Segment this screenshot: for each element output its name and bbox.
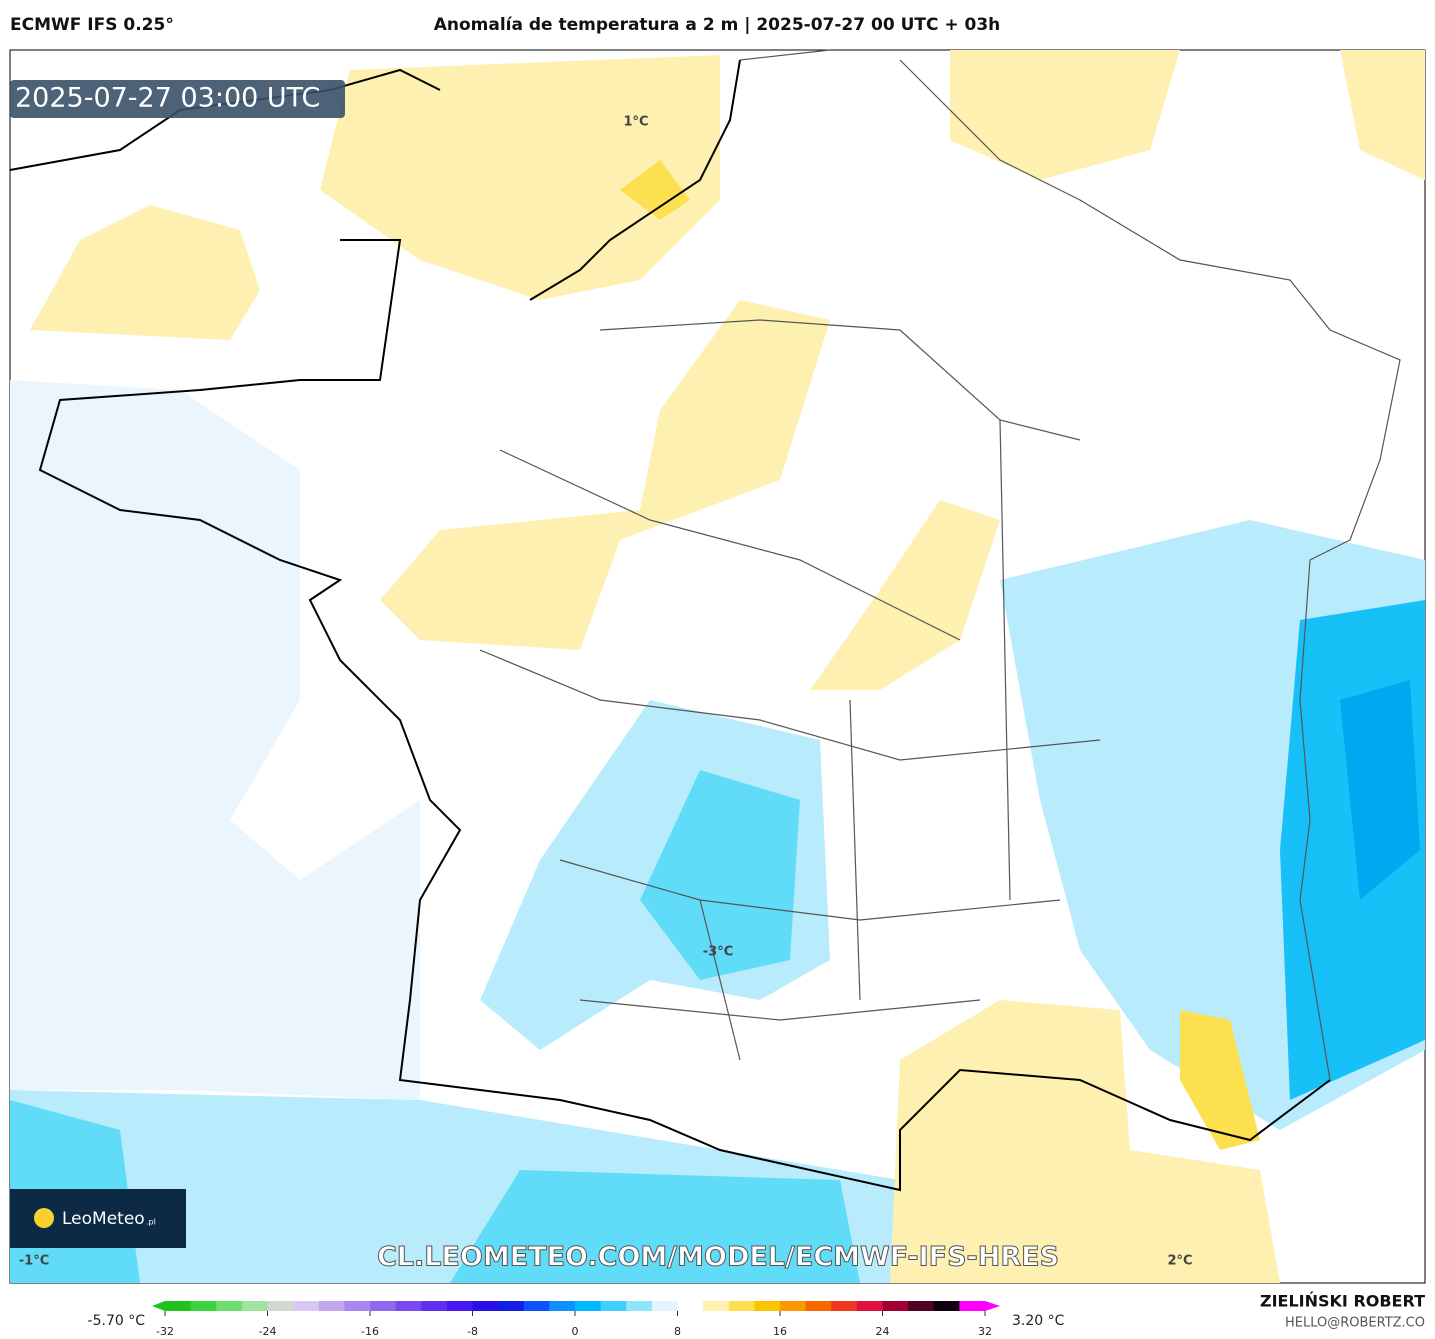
- burgundy-warm: [810, 500, 1000, 690]
- contour-label: 2°C: [1167, 1254, 1192, 1269]
- colorbar-max: 3.20 °C: [1012, 1313, 1065, 1329]
- color-segment: [908, 1301, 935, 1311]
- colorbar-min: -5.70 °C: [88, 1313, 146, 1329]
- colorbar-tick-label: -32: [156, 1325, 174, 1338]
- timestamp-box: [10, 80, 345, 118]
- contour-label: 1°C: [623, 115, 648, 130]
- colorbar: -32 -24 -16 -8 0 8 16 24 32: [152, 1301, 1000, 1338]
- color-segment: [780, 1301, 807, 1311]
- atlantic-warm: [30, 205, 260, 340]
- channel-warm-core: [620, 160, 690, 220]
- title: Anomalía de temperatura a 2 m | 2025-07-…: [434, 15, 1001, 35]
- med-warm: [890, 1000, 1280, 1283]
- credit-name: ZIELIŃSKI ROBERT: [1260, 1292, 1425, 1311]
- ocean-anomaly: [10, 380, 420, 1100]
- massif-cold: [640, 770, 800, 980]
- france-coast: [38, 239, 1331, 1192]
- watermark: CL.LEOMETEO.COM/MODEL/ECMWF-IFS-HRES: [377, 1242, 1059, 1273]
- channel-warm: [320, 55, 720, 300]
- color-segment: [165, 1301, 192, 1311]
- colorbar-tick-label: -16: [361, 1325, 379, 1338]
- map: 2025-07-27 03:00 UTC 1°C -3°C -1°C 2°C C…: [9, 49, 1426, 1284]
- color-segment: [831, 1301, 858, 1311]
- color-segment: [395, 1301, 422, 1311]
- contour-label: -1°C: [19, 1254, 49, 1269]
- color-segment: [677, 1301, 704, 1311]
- colorbar-tick-label: 8: [674, 1325, 681, 1338]
- color-segment: [575, 1301, 602, 1311]
- color-segment: [549, 1301, 576, 1311]
- color-segment: [728, 1301, 755, 1311]
- credit-email: HELLO@ROBERTZ.CO: [1285, 1316, 1425, 1331]
- borders: [479, 49, 1401, 1081]
- pyrenees-cold: [450, 1170, 860, 1283]
- color-segment: [626, 1301, 653, 1311]
- color-segment: [523, 1301, 550, 1311]
- color-segment: [293, 1301, 320, 1311]
- color-segment: [190, 1301, 217, 1311]
- colorbar-tick-label: 24: [876, 1325, 890, 1338]
- color-segment: [882, 1301, 909, 1311]
- colorbar-tick-label: 0: [572, 1325, 579, 1338]
- color-segment: [600, 1301, 627, 1311]
- color-segment: [498, 1301, 525, 1311]
- colorbar-high-end: [985, 1301, 1000, 1311]
- colorbar-tick-label: -24: [259, 1325, 277, 1338]
- color-segment: [267, 1301, 294, 1311]
- model-name: ECMWF IFS 0.25°: [10, 15, 174, 35]
- color-segment: [370, 1301, 397, 1311]
- color-segment: [754, 1301, 781, 1311]
- color-segment: [651, 1301, 678, 1311]
- color-segment: [959, 1301, 986, 1311]
- colorbar-low-end: [152, 1301, 165, 1311]
- color-segment: [856, 1301, 883, 1311]
- region-border: [479, 319, 1101, 1061]
- color-segment: [703, 1301, 730, 1311]
- provence-warm: [1180, 1010, 1260, 1150]
- color-segment: [318, 1301, 345, 1311]
- logo-suffix: .pl: [146, 1218, 156, 1227]
- color-segment: [344, 1301, 371, 1311]
- color-segment: [241, 1301, 268, 1311]
- timestamp: 2025-07-27 03:00 UTC: [15, 83, 320, 114]
- color-segment: [472, 1301, 499, 1311]
- logo-sun: [34, 1208, 54, 1228]
- loire-warm: [380, 300, 830, 650]
- color-segment: [421, 1301, 448, 1311]
- color-segment: [446, 1301, 473, 1311]
- north-coast: [529, 59, 741, 301]
- national-border: [739, 49, 1401, 1081]
- contour-label: -3°C: [703, 945, 733, 960]
- benelux-warm: [950, 50, 1180, 180]
- color-segment: [933, 1301, 960, 1311]
- logo-name: LeoMeteo: [62, 1209, 145, 1229]
- alps-peak: [1340, 680, 1420, 900]
- colorbar-tick-label: 16: [773, 1325, 787, 1338]
- colorbar-tick-label: -8: [467, 1325, 478, 1338]
- color-segment: [216, 1301, 243, 1311]
- colorbar-tick-label: 32: [978, 1325, 992, 1338]
- germany-warm: [1340, 50, 1425, 180]
- color-segment: [805, 1301, 832, 1311]
